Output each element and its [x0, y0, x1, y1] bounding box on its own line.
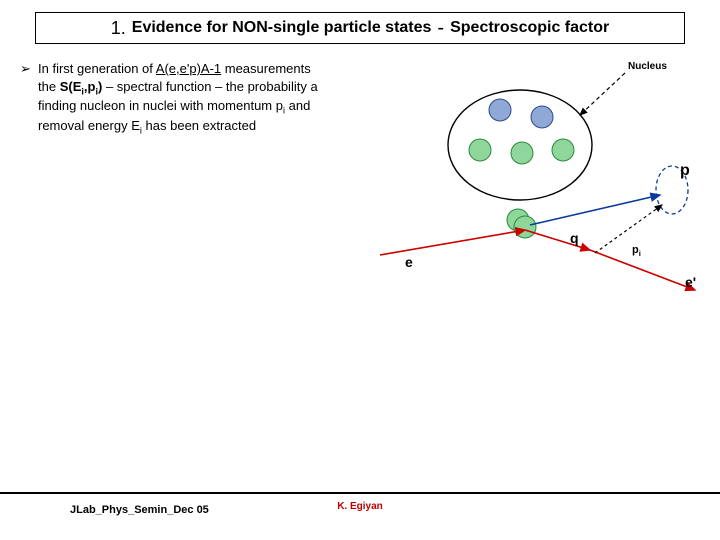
b-line3-post: and: [285, 98, 310, 113]
bullet-text: In first generation of A(e,e'p)A-1 measu…: [38, 60, 360, 137]
b-line2-b: S(E: [60, 79, 82, 94]
b-line1-post: measurements: [221, 61, 311, 76]
svg-text:q: q: [570, 230, 579, 246]
title-main: Evidence for NON-single particle states: [132, 19, 432, 37]
footer-divider: [0, 492, 720, 494]
title-number: 1.: [111, 18, 126, 39]
svg-text:Nucleus: Nucleus: [628, 61, 667, 72]
svg-text:e': e': [685, 274, 696, 290]
b-line4-post: has been extracted: [142, 118, 256, 133]
b-line1-pre: In first generation of: [38, 61, 156, 76]
title-sub: Spectroscopic factor: [450, 19, 609, 37]
b-line2-post: – spectral function – the probability a: [102, 79, 317, 94]
bullet-block: ➢ In first generation of A(e,e'p)A-1 mea…: [20, 60, 360, 137]
bullet-marker: ➢: [20, 60, 31, 78]
svg-text:pi: pi: [632, 244, 641, 258]
b-line2-pre: the: [38, 79, 60, 94]
title-box: 1. Evidence for NON-single particle stat…: [35, 12, 685, 44]
svg-text:e: e: [405, 254, 413, 270]
title-dash: -: [437, 17, 444, 40]
svg-text:p: p: [680, 162, 690, 179]
b-line2-b2: ,p: [84, 79, 96, 94]
b-line1-u: A(e,e'p)A-1: [156, 61, 221, 76]
b-line4: removal energy E: [38, 118, 140, 133]
physics-diagram: Nucleus p q e e' pi: [370, 55, 710, 315]
footer-center: K. Egiyan: [0, 501, 720, 512]
b-line3: finding nucleon in nuclei with momentum …: [38, 98, 283, 113]
